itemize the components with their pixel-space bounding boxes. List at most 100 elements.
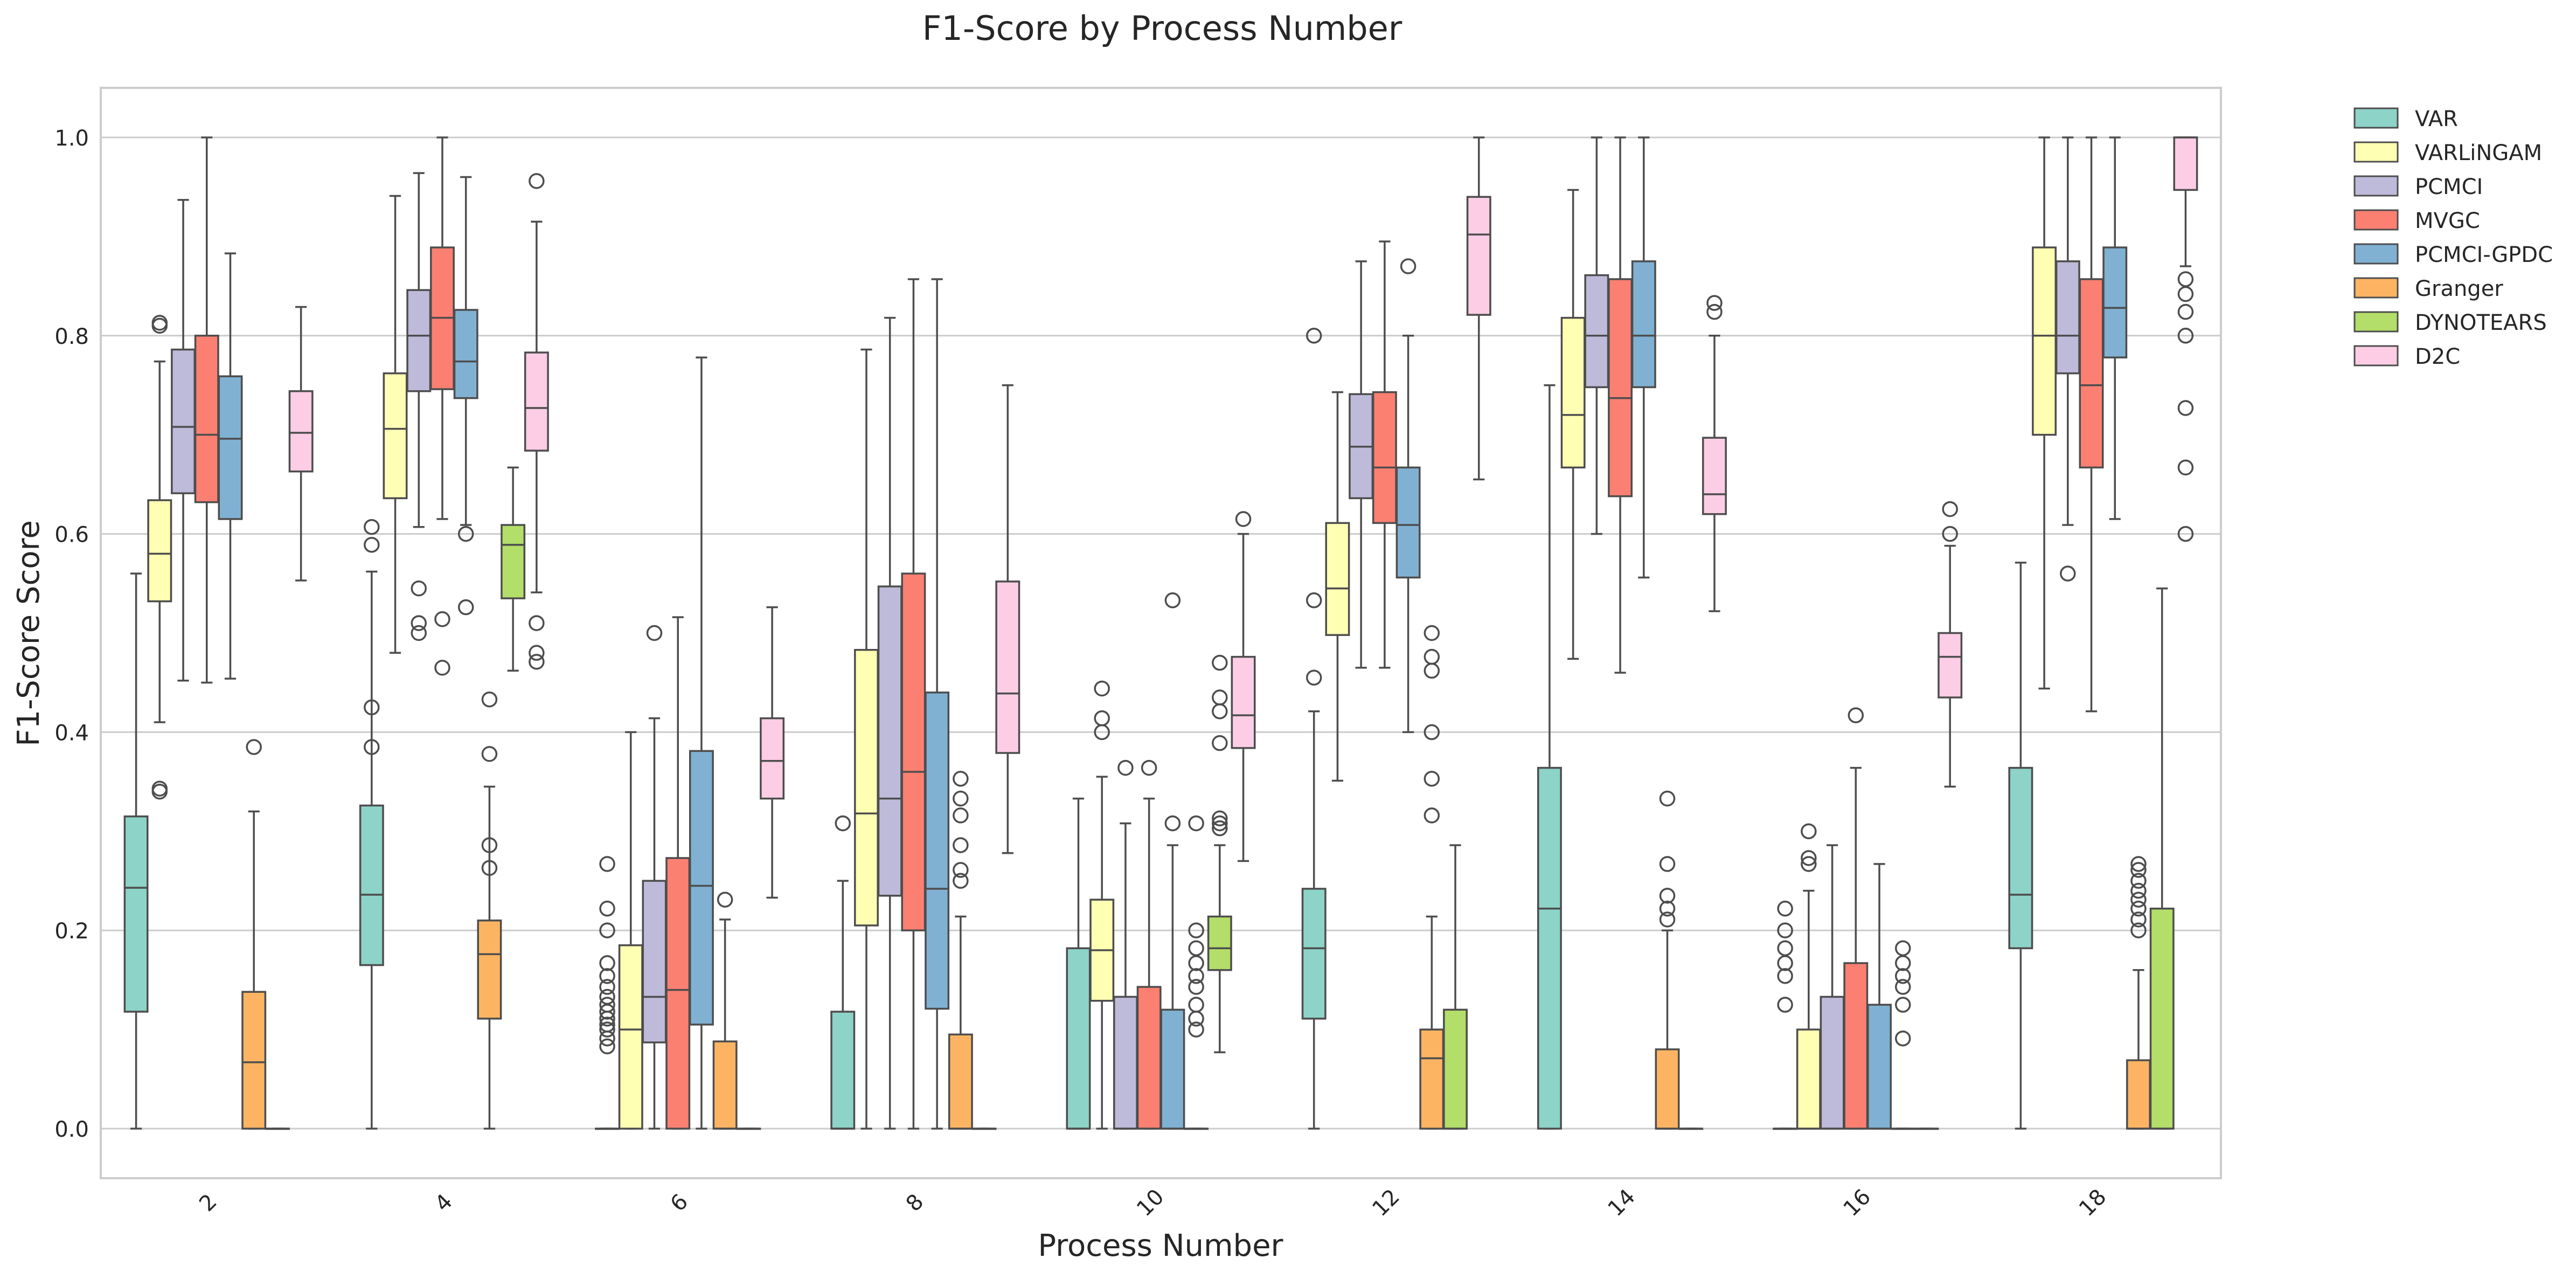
outlier-point xyxy=(1801,856,1817,872)
box-iqr xyxy=(406,289,432,392)
box-iqr xyxy=(948,1033,973,1130)
outlier-point xyxy=(151,317,168,334)
outlier-point xyxy=(599,1004,615,1020)
box-d2c-12 xyxy=(1466,136,1491,481)
legend-swatch xyxy=(2353,311,2399,333)
outlier-point xyxy=(434,611,450,627)
box-varlingam-8 xyxy=(854,348,879,1130)
box-iqr xyxy=(901,572,926,931)
legend-swatch xyxy=(2353,345,2399,367)
box-iqr xyxy=(1395,466,1421,579)
outlier-point xyxy=(2130,873,2147,889)
box-pcmci-6 xyxy=(642,625,667,1130)
box-series xyxy=(123,136,2198,1130)
outlier-point xyxy=(411,615,427,631)
box-granger-8 xyxy=(948,771,973,1130)
x-tick-label: 4 xyxy=(430,1190,457,1217)
legend-label: VAR xyxy=(2415,107,2458,132)
outlier-point xyxy=(1895,955,1911,971)
box-iqr xyxy=(1537,766,1562,1130)
legend-label: MVGC xyxy=(2415,209,2480,233)
box-mvgc-12 xyxy=(1372,240,1397,669)
outlier-point xyxy=(1212,815,1228,832)
x-tick-label: 18 xyxy=(2074,1185,2112,1222)
box-iqr xyxy=(477,920,502,1020)
x-tick-label: 8 xyxy=(901,1190,929,1217)
outlier-point xyxy=(1306,328,1322,344)
box-var-6 xyxy=(595,856,620,1130)
box-dynotears-10 xyxy=(1207,654,1232,1054)
outlier-point xyxy=(2130,882,2147,899)
box-mvgc-16 xyxy=(1843,707,1869,1130)
box-iqr xyxy=(2055,260,2080,375)
outlier-point xyxy=(599,1038,615,1055)
box-iqr xyxy=(501,524,526,599)
box-pcmci-gpdc-10 xyxy=(1160,592,1185,1130)
outlier-point xyxy=(411,625,427,641)
outlier-point xyxy=(481,837,498,853)
box-iqr xyxy=(854,649,879,927)
outlier-point xyxy=(1400,258,1417,274)
box-d2c-10 xyxy=(1231,511,1256,862)
outlier-point xyxy=(599,901,615,917)
box-iqr xyxy=(760,717,785,800)
outlier-point xyxy=(1094,724,1110,741)
box-varlingam-2 xyxy=(147,315,172,800)
outlier-point xyxy=(1188,940,1204,957)
y-tick-label: 0.8 xyxy=(54,324,89,349)
x-tick-label: 10 xyxy=(1132,1185,1169,1222)
legend-swatch xyxy=(2353,277,2399,299)
outlier-point xyxy=(2177,286,2194,302)
outlier-point xyxy=(1117,759,1134,776)
outlier-point xyxy=(1212,735,1228,751)
outlier-point xyxy=(1212,689,1228,706)
legend-swatch xyxy=(2353,243,2399,265)
legend-swatch xyxy=(2353,209,2399,231)
box-dynotears-12 xyxy=(1443,844,1468,1130)
outlier-point xyxy=(1895,979,1911,995)
outlier-point xyxy=(1659,911,1676,928)
box-iqr xyxy=(618,944,643,1130)
outlier-point xyxy=(2130,891,2147,908)
outlier-point xyxy=(1706,295,1723,311)
outlier-point xyxy=(1659,888,1676,904)
outlier-point xyxy=(151,784,168,800)
box-iqr xyxy=(830,1011,856,1130)
box-pcmci-gpdc-14 xyxy=(1631,136,1656,579)
box-iqr xyxy=(2126,1059,2151,1130)
x-tick-label: 16 xyxy=(1839,1185,1876,1222)
legend-label: VARLiNGAM xyxy=(2415,141,2542,165)
box-iqr xyxy=(1938,632,1963,699)
legend-item-varlingam: VARLiNGAM xyxy=(2353,141,2542,165)
box-iqr xyxy=(1443,1008,1468,1130)
box-pcmci-gpdc-4 xyxy=(453,176,478,616)
outlier-point xyxy=(1424,662,1440,679)
box-iqr xyxy=(1796,1028,1821,1130)
box-iqr xyxy=(147,499,172,603)
outlier-point xyxy=(529,645,545,661)
box-iqr xyxy=(1655,1048,1680,1130)
box-var-10 xyxy=(1066,797,1091,1130)
box-dynotears-4 xyxy=(501,466,526,672)
box-iqr xyxy=(2008,766,2033,950)
legend-item-d2c: D2C xyxy=(2353,344,2460,369)
outlier-point xyxy=(1188,922,1204,938)
outlier-point xyxy=(2177,526,2194,542)
outlier-point xyxy=(1164,815,1181,832)
outlier-point xyxy=(1895,940,1911,957)
outlier-point xyxy=(1659,901,1676,917)
box-granger-6 xyxy=(712,891,738,1130)
box-iqr xyxy=(665,857,691,1130)
box-d2c-8 xyxy=(995,384,1020,854)
box-iqr xyxy=(642,880,667,1043)
legend-item-dynotears: DYNOTEARS xyxy=(2353,310,2547,335)
legend-item-granger: Granger xyxy=(2353,276,2503,301)
box-var-14 xyxy=(1537,384,1562,1130)
x-axis-ticks: 2 4 6 8 10 12 14 16 18 xyxy=(195,1185,2111,1222)
box-iqr xyxy=(359,804,384,966)
box-varlingam-12 xyxy=(1325,391,1350,782)
outlier-point xyxy=(599,1011,615,1027)
outlier-point xyxy=(1777,997,1793,1013)
outlier-point xyxy=(1848,707,1864,723)
